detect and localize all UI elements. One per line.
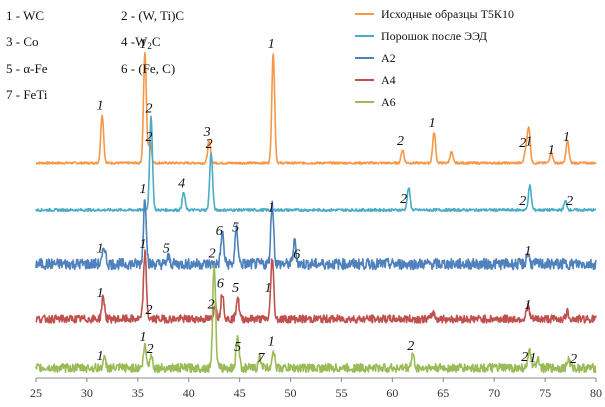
peak-label: 2 <box>519 136 526 151</box>
x-tick-label: 25 <box>30 386 42 400</box>
peak-label: 6 <box>293 248 300 263</box>
peak-label: 1 <box>139 182 146 197</box>
peak-label: 2 <box>146 303 153 318</box>
peak-label: 1 <box>563 130 570 145</box>
peak-label: 1 <box>268 334 275 349</box>
peak-label: 1 <box>97 99 104 114</box>
peak-label: 1 <box>524 298 531 313</box>
peak-label: 3 <box>203 125 211 140</box>
plot-series <box>35 51 597 374</box>
peak-label: 2 <box>570 352 577 367</box>
peak-label: 1 <box>529 351 536 366</box>
peak-label: 2 <box>519 194 526 209</box>
peak-label: 4 <box>178 176 185 191</box>
legend-entry: Порошок после ЭЭД <box>381 29 487 43</box>
x-tick-label: 70 <box>488 386 500 400</box>
series-line <box>35 51 597 165</box>
peak-label: 2 <box>407 339 414 354</box>
phase-key-item: 1 - WC <box>6 8 44 23</box>
legend-entry: А2 <box>381 51 396 65</box>
legend-entry: А6 <box>381 95 396 109</box>
x-tick-label: 35 <box>132 386 144 400</box>
peak-label: 1 <box>97 349 104 364</box>
peak-label: 6 <box>216 224 223 239</box>
peak-label: 2 <box>208 297 215 312</box>
peak-label: 2 <box>146 130 153 145</box>
peak-label: 1 <box>268 200 275 215</box>
peak-label: 1 <box>524 244 531 259</box>
x-tick-label: 60 <box>386 386 398 400</box>
peak-label: 2 <box>400 192 407 207</box>
peak-label: 2 <box>566 194 573 209</box>
peak-label: 2 <box>146 102 153 117</box>
phase-key: 1 - WC 2 - (W, Ti)C 3 - Co 4 -W2C 5 - α-Fe 6 … <box>6 8 184 102</box>
x-tick-label: 75 <box>539 386 551 400</box>
peak-label: 5 <box>232 281 239 296</box>
peak-label: 1 <box>139 37 146 52</box>
peak-label: 1 <box>265 281 272 296</box>
peak-label: 1 <box>548 143 555 158</box>
peak-label: 7 <box>258 351 266 366</box>
legend-entry: Исходные образцы Т5К10 <box>381 7 514 21</box>
x-tick-label: 65 <box>437 386 449 400</box>
x-tick-label: 80 <box>590 386 602 400</box>
x-tick-label: 45 <box>234 386 246 400</box>
x-axis: 25 30 35 40 45 50 55 60 65 70 75 80 <box>30 377 602 400</box>
peak-label: 5 <box>163 241 170 256</box>
peak-label: 1 <box>97 242 104 257</box>
peak-label: 2 <box>209 246 216 261</box>
legend: Исходные образцы Т5К10 Порошок после ЭЭД А… <box>355 7 514 109</box>
phase-key-item: 6 - (Fe, C) <box>121 61 175 76</box>
peak-label: 2 <box>147 342 154 357</box>
series-line <box>35 199 597 271</box>
x-tick-label: 55 <box>335 386 347 400</box>
series-line <box>35 264 597 374</box>
peak-label: 1 <box>139 330 146 345</box>
x-tick-label: 30 <box>81 386 93 400</box>
phase-key-item: 5 - α-Fe <box>6 61 48 76</box>
legend-entry: А4 <box>381 73 396 87</box>
phase-key-item: 4 -W2C <box>121 34 161 51</box>
phase-key-item: 2 - (W, Ti)C <box>121 8 184 23</box>
peak-label: 1 <box>97 286 104 301</box>
phase-key-item: 7 - FeTi <box>6 87 48 102</box>
x-tick-label: 40 <box>183 386 195 400</box>
x-tick-label: 50 <box>285 386 297 400</box>
phase-key-item: 3 - Co <box>6 34 39 49</box>
peak-label: 6 <box>217 277 224 292</box>
peak-label: 2 <box>206 137 213 152</box>
peak-label: 5 <box>232 221 239 236</box>
peak-label: 1 <box>268 37 275 52</box>
peak-label: 1 <box>139 237 146 252</box>
peak-label: 1 <box>525 134 532 149</box>
series-line <box>35 249 597 324</box>
peak-label: 1 <box>429 116 436 131</box>
peak-label: 2 <box>521 350 528 365</box>
peak-label: 2 <box>397 134 404 149</box>
peak-label: 5 <box>234 340 241 355</box>
series-line <box>35 115 597 213</box>
